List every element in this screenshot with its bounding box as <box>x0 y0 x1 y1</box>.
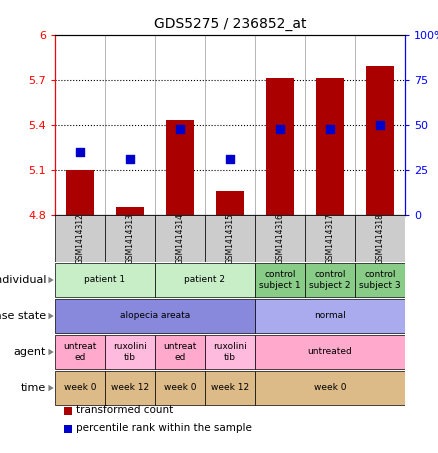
Text: control
subject 1: control subject 1 <box>259 270 301 290</box>
Text: agent: agent <box>14 347 46 357</box>
Bar <box>66 170 94 215</box>
Text: GSM1414314: GSM1414314 <box>176 213 184 264</box>
Bar <box>205 215 255 262</box>
Text: untreat
ed: untreat ed <box>163 342 197 361</box>
Bar <box>155 263 255 297</box>
Text: percentile rank within the sample: percentile rank within the sample <box>76 423 252 433</box>
Point <box>77 149 84 156</box>
Text: GSM1414318: GSM1414318 <box>375 213 385 264</box>
Bar <box>355 215 405 262</box>
Text: patient 2: patient 2 <box>184 275 226 284</box>
Bar <box>255 371 405 405</box>
Bar <box>105 371 155 405</box>
Bar <box>255 263 305 297</box>
Bar <box>305 263 355 297</box>
Text: week 12: week 12 <box>211 384 249 392</box>
Text: untreated: untreated <box>307 347 353 357</box>
Bar <box>355 263 405 297</box>
Bar <box>55 299 255 333</box>
Bar <box>266 78 294 215</box>
Point <box>177 125 184 132</box>
Bar <box>255 215 305 262</box>
Text: transformed count: transformed count <box>76 405 173 415</box>
Bar <box>55 263 155 297</box>
Bar <box>155 335 205 369</box>
Bar <box>216 191 244 215</box>
Text: patient 1: patient 1 <box>85 275 126 284</box>
Bar <box>55 335 105 369</box>
Bar <box>305 215 355 262</box>
Bar <box>255 299 405 333</box>
Text: ruxolini
tib: ruxolini tib <box>113 342 147 361</box>
Point <box>226 155 233 163</box>
Text: GSM1414313: GSM1414313 <box>126 213 134 264</box>
Text: GSM1414317: GSM1414317 <box>325 213 335 264</box>
Bar <box>105 215 155 262</box>
Point <box>276 125 283 132</box>
Bar <box>55 215 105 262</box>
Bar <box>116 207 144 215</box>
Text: control
subject 2: control subject 2 <box>309 270 351 290</box>
Bar <box>316 78 344 215</box>
Bar <box>205 335 255 369</box>
Text: week 0: week 0 <box>64 384 96 392</box>
Point <box>326 125 333 132</box>
Bar <box>155 215 205 262</box>
Text: GSM1414312: GSM1414312 <box>75 213 85 264</box>
Bar <box>205 371 255 405</box>
Bar <box>255 335 405 369</box>
Text: untreat
ed: untreat ed <box>64 342 97 361</box>
Text: time: time <box>21 383 46 393</box>
Text: GSM1414315: GSM1414315 <box>226 213 234 264</box>
Text: GSM1414316: GSM1414316 <box>276 213 285 264</box>
Bar <box>155 371 205 405</box>
Text: disease state: disease state <box>0 311 46 321</box>
Point <box>377 121 384 129</box>
Text: alopecia areata: alopecia areata <box>120 312 190 321</box>
Bar <box>55 371 105 405</box>
Text: ruxolini
tib: ruxolini tib <box>213 342 247 361</box>
Bar <box>366 67 394 215</box>
Text: week 0: week 0 <box>164 384 196 392</box>
Text: week 0: week 0 <box>314 384 346 392</box>
Point <box>127 155 134 163</box>
Text: normal: normal <box>314 312 346 321</box>
Text: week 12: week 12 <box>111 384 149 392</box>
Bar <box>166 120 194 215</box>
Bar <box>105 335 155 369</box>
Text: individual: individual <box>0 275 46 285</box>
Title: GDS5275 / 236852_at: GDS5275 / 236852_at <box>154 17 306 31</box>
Text: control
subject 3: control subject 3 <box>359 270 401 290</box>
